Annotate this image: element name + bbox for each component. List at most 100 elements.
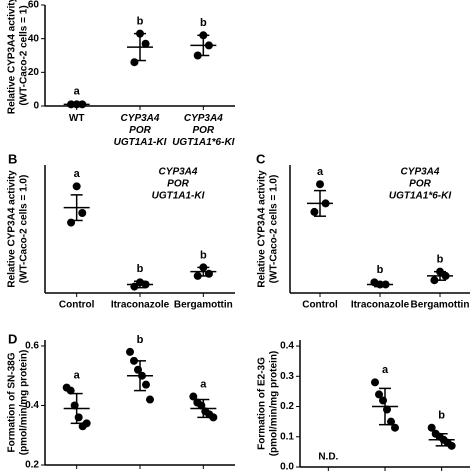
y-tick-label: 0 bbox=[33, 101, 39, 112]
significance-letter: b bbox=[437, 254, 444, 266]
data-point bbox=[321, 199, 330, 208]
y-axis-label: Formation of SN-38G bbox=[7, 352, 18, 452]
data-point bbox=[134, 365, 142, 374]
x-tick-label: Itraconazole bbox=[351, 300, 410, 311]
y-tick-label: 40 bbox=[28, 33, 40, 44]
data-point bbox=[441, 271, 450, 280]
data-point bbox=[199, 263, 208, 272]
y-axis-label: Relative CYP3A4 activity bbox=[257, 170, 268, 288]
chart-title: CYP3A4 bbox=[401, 167, 440, 178]
data-point bbox=[130, 282, 139, 291]
data-point bbox=[193, 51, 202, 60]
data-point bbox=[72, 182, 81, 191]
data-point bbox=[72, 100, 81, 109]
x-tick-label: Bergamottin bbox=[411, 300, 470, 311]
y-axis-label: (WT-Caco-2 cells = 1.0) bbox=[19, 175, 30, 284]
data-point bbox=[67, 218, 76, 227]
data-point bbox=[70, 401, 79, 410]
data-point bbox=[74, 413, 83, 422]
panel-label: B bbox=[8, 151, 17, 166]
x-tick-label: CYP3A4 POR UGT1A1-KI bbox=[114, 113, 167, 148]
data-point bbox=[381, 280, 390, 289]
chart-title: CYP3A4 bbox=[159, 167, 198, 178]
data-point bbox=[146, 395, 154, 404]
data-point bbox=[430, 276, 439, 285]
y-tick-label: 0.2 bbox=[25, 460, 39, 471]
y-tick-label: 60 bbox=[28, 0, 40, 11]
chart-title: POR bbox=[167, 179, 189, 190]
significance-letter: b bbox=[137, 16, 144, 28]
y-tick-label: 20 bbox=[28, 67, 40, 78]
data-point bbox=[204, 269, 213, 278]
data-point bbox=[142, 380, 150, 389]
data-point bbox=[447, 441, 456, 450]
data-point bbox=[82, 419, 91, 428]
annotation: N.D. bbox=[318, 452, 338, 463]
y-tick-label: 0.3 bbox=[280, 371, 294, 382]
data-point bbox=[383, 405, 391, 414]
significance-letter: b bbox=[137, 334, 144, 346]
significance-letter: a bbox=[317, 166, 324, 178]
x-tick-label: Bergamottin bbox=[174, 300, 233, 311]
chart-title: POR bbox=[409, 179, 431, 190]
y-tick-label: 0.6 bbox=[25, 341, 39, 352]
y-tick-label: 0.2 bbox=[280, 401, 294, 412]
x-tick-label: Control bbox=[302, 300, 338, 311]
significance-letter: b bbox=[200, 17, 207, 29]
y-axis-label: (WT-Caco-2 cells = 1.0) bbox=[269, 175, 280, 284]
data-point bbox=[126, 347, 134, 356]
data-point bbox=[391, 423, 399, 432]
data-point bbox=[371, 378, 379, 387]
chart-title: UGT1A1-KI bbox=[152, 191, 205, 202]
data-point bbox=[436, 267, 444, 276]
y-axis-label: Relative CYP3A4 activity bbox=[7, 0, 18, 114]
y-axis-label: (pmol/min/mg protein) bbox=[19, 350, 30, 456]
significance-letter: b bbox=[377, 264, 384, 276]
significance-letter: a bbox=[382, 364, 389, 376]
data-point bbox=[316, 180, 324, 189]
data-point bbox=[136, 29, 144, 38]
y-axis-label: (WT-Caco-2 cells = 1) bbox=[19, 5, 30, 105]
data-point bbox=[130, 356, 138, 365]
x-tick-label: WT bbox=[69, 113, 85, 124]
data-point bbox=[130, 58, 139, 67]
data-point bbox=[370, 278, 379, 287]
data-point bbox=[189, 392, 198, 401]
data-point bbox=[310, 207, 319, 216]
data-point bbox=[138, 371, 146, 380]
data-point bbox=[193, 271, 202, 280]
significance-letter: a bbox=[74, 370, 81, 382]
x-tick-label: Control bbox=[59, 300, 95, 311]
significance-letter: b bbox=[438, 410, 445, 422]
chart-title: UGT1A1*6-KI bbox=[389, 191, 451, 202]
data-point bbox=[197, 401, 206, 410]
y-tick-label: 0.4 bbox=[280, 341, 294, 352]
data-point bbox=[78, 209, 87, 217]
significance-letter: a bbox=[74, 168, 81, 180]
data-point bbox=[387, 417, 395, 426]
y-axis-label: Relative CYP3A4 activity bbox=[7, 170, 18, 288]
data-point bbox=[67, 100, 76, 109]
data-point bbox=[78, 100, 87, 109]
data-point bbox=[209, 413, 218, 422]
data-point bbox=[199, 31, 208, 40]
y-axis-label: Formation of E2-3G bbox=[257, 357, 268, 450]
significance-letter: a bbox=[200, 378, 207, 390]
data-point bbox=[375, 390, 383, 399]
panel-label: C bbox=[256, 151, 266, 166]
y-tick-label: 0.4 bbox=[25, 400, 39, 411]
significance-letter: b bbox=[200, 249, 207, 261]
y-tick-label: 0.1 bbox=[280, 431, 294, 442]
x-tick-label: CYP3A4 POR UGT1A1*6-KI bbox=[172, 113, 234, 148]
significance-letter: b bbox=[137, 263, 144, 275]
data-point bbox=[427, 423, 436, 432]
data-point bbox=[204, 41, 213, 50]
y-tick-label: 0.0 bbox=[280, 462, 294, 473]
y-axis-label: (pmol/min/mg protein) bbox=[269, 351, 280, 457]
significance-letter: a bbox=[74, 86, 81, 98]
data-point bbox=[66, 386, 75, 395]
x-tick-label: Itraconazole bbox=[111, 300, 170, 311]
data-point bbox=[141, 280, 150, 289]
panel-label: D bbox=[8, 331, 17, 346]
